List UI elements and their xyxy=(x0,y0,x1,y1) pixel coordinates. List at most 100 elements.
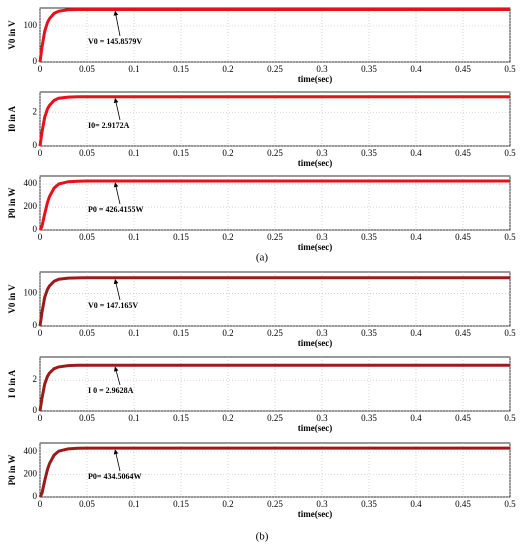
x-tick-label: 0.25 xyxy=(267,413,283,423)
annotation: V0 = 147.165V xyxy=(88,301,138,310)
x-tick-label: 0.4 xyxy=(410,148,422,158)
y-axis-label: P0 in W xyxy=(7,455,17,486)
x-tick-label: 0.15 xyxy=(173,328,189,338)
y-tick-label: 400 xyxy=(24,446,38,456)
x-tick-label: 0.45 xyxy=(455,64,471,74)
x-tick-label: 0.05 xyxy=(79,148,95,158)
x-tick-label: 0.4 xyxy=(410,413,422,423)
annotation-arrow xyxy=(113,449,121,472)
y-tick-label: 2 xyxy=(33,106,38,116)
annotation: I0= 2.9172A xyxy=(88,121,130,130)
y-tick-label: 0 xyxy=(33,405,38,415)
x-axis-label: time(sec) xyxy=(298,338,332,348)
x-tick-label: 0.2 xyxy=(222,328,233,338)
annotation: I 0 = 2.9628A xyxy=(88,386,134,395)
x-tick-label: 0 xyxy=(38,413,43,423)
x-tick-label: 0.5 xyxy=(504,64,516,74)
x-tick-label: 0.1 xyxy=(128,232,139,242)
x-axis-label: time(sec) xyxy=(298,158,332,168)
x-tick-label: 0.2 xyxy=(222,413,233,423)
data-line xyxy=(38,363,510,412)
x-tick-label: 0.05 xyxy=(79,64,95,74)
x-tick-label: 0.15 xyxy=(173,232,189,242)
x-tick-label: 0.5 xyxy=(504,328,516,338)
x-axis-label: time(sec) xyxy=(298,509,332,519)
x-tick-label: 0.35 xyxy=(361,499,377,509)
x-tick-label: 0.45 xyxy=(455,413,471,423)
x-tick-label: 0.4 xyxy=(410,328,422,338)
x-tick-label: 0.5 xyxy=(504,499,516,509)
y-axis-label: P0 in W xyxy=(7,188,17,219)
data-line xyxy=(38,446,510,498)
annotation: V0 = 145.8579V xyxy=(88,37,142,46)
x-tick-label: 0.25 xyxy=(267,499,283,509)
x-tick-label: 0.45 xyxy=(455,328,471,338)
y-tick-label: 0 xyxy=(33,140,38,150)
annotation-arrow xyxy=(113,10,121,37)
x-tick-label: 0.45 xyxy=(455,232,471,242)
caption: (a) xyxy=(256,252,269,264)
x-tick-label: 0.1 xyxy=(128,148,139,158)
x-tick-label: 0.3 xyxy=(316,499,328,509)
x-tick-label: 0.45 xyxy=(455,499,471,509)
x-tick-label: 0.1 xyxy=(128,64,139,74)
x-tick-label: 0.5 xyxy=(504,232,516,242)
x-axis-label: time(sec) xyxy=(298,242,332,252)
x-tick-label: 0.15 xyxy=(173,64,189,74)
x-tick-label: 0.3 xyxy=(316,232,328,242)
x-tick-label: 0.1 xyxy=(128,499,139,509)
y-tick-label: 100 xyxy=(24,287,38,297)
x-tick-label: 0.25 xyxy=(267,64,283,74)
annotation-arrow xyxy=(113,97,121,121)
x-axis-label: time(sec) xyxy=(298,74,332,84)
x-tick-label: 0.1 xyxy=(128,413,139,423)
x-tick-label: 0.3 xyxy=(316,413,328,423)
x-tick-label: 0.35 xyxy=(361,64,377,74)
y-axis-label: V0 in V xyxy=(7,20,17,50)
x-tick-label: 0.5 xyxy=(504,148,516,158)
y-tick-label: 0 xyxy=(33,224,38,234)
y-tick-label: 0 xyxy=(33,491,38,501)
y-tick-label: 0 xyxy=(33,320,38,330)
x-tick-label: 0 xyxy=(38,499,43,509)
x-tick-label: 0.25 xyxy=(267,328,283,338)
x-tick-label: 0.4 xyxy=(410,232,422,242)
x-tick-label: 0.25 xyxy=(267,148,283,158)
x-tick-label: 0 xyxy=(38,232,43,242)
x-tick-label: 0.2 xyxy=(222,64,233,74)
x-tick-label: 0 xyxy=(38,148,43,158)
x-tick-label: 0.4 xyxy=(410,499,422,509)
x-tick-label: 0 xyxy=(38,64,43,74)
x-tick-label: 0.15 xyxy=(173,413,189,423)
x-tick-label: 0.05 xyxy=(79,413,95,423)
data-line xyxy=(38,95,510,147)
x-tick-label: 0.5 xyxy=(504,413,516,423)
x-tick-label: 0.15 xyxy=(173,499,189,509)
x-tick-label: 0.4 xyxy=(410,64,422,74)
x-tick-label: 0 xyxy=(38,328,43,338)
annotation-arrow xyxy=(113,182,121,205)
x-tick-label: 0.2 xyxy=(222,232,233,242)
y-tick-label: 400 xyxy=(24,178,38,188)
annotation: P0= 434.5064W xyxy=(88,472,141,481)
x-tick-label: 0.25 xyxy=(267,232,283,242)
y-tick-label: 200 xyxy=(24,469,38,479)
y-axis-label: V0 in V xyxy=(7,284,17,314)
y-tick-label: 200 xyxy=(24,201,38,211)
y-tick-label: 2 xyxy=(33,374,38,384)
y-axis-label: I 0 in A xyxy=(7,369,17,398)
annotation-arrow xyxy=(113,279,121,301)
x-tick-label: 0.05 xyxy=(79,232,95,242)
annotation: P0 = 426.4155W xyxy=(88,205,143,214)
x-axis-label: time(sec) xyxy=(298,423,332,433)
x-tick-label: 0.35 xyxy=(361,232,377,242)
x-tick-label: 0.05 xyxy=(79,499,95,509)
caption: (b) xyxy=(256,531,269,543)
x-tick-label: 0.05 xyxy=(79,328,95,338)
x-tick-label: 0.2 xyxy=(222,499,233,509)
data-line xyxy=(38,276,510,327)
x-tick-label: 0.35 xyxy=(361,413,377,423)
x-tick-label: 0.35 xyxy=(361,328,377,338)
x-tick-label: 0.3 xyxy=(316,328,328,338)
